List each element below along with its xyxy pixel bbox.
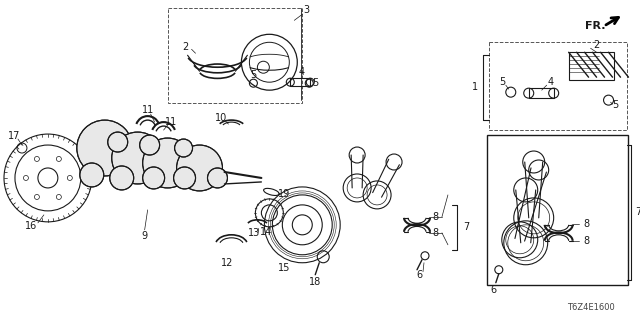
Circle shape (140, 135, 159, 155)
Text: 5: 5 (312, 78, 318, 88)
Circle shape (80, 163, 104, 187)
Bar (529, 88, 554, 98)
Text: 8: 8 (584, 219, 589, 229)
Text: 8: 8 (432, 228, 438, 238)
Circle shape (177, 145, 223, 191)
Circle shape (143, 138, 193, 188)
Text: 4: 4 (548, 77, 554, 87)
Text: 7: 7 (636, 207, 640, 217)
Bar (291, 78, 310, 86)
Text: 6: 6 (491, 285, 497, 295)
Text: 19: 19 (278, 189, 291, 199)
Bar (168, 8, 302, 103)
Circle shape (108, 132, 128, 152)
Circle shape (173, 167, 196, 189)
Text: T6Z4E1600: T6Z4E1600 (566, 303, 614, 312)
Text: 10: 10 (215, 113, 228, 123)
Text: 1: 1 (472, 82, 478, 92)
Bar (569, 52, 614, 80)
Text: 17: 17 (8, 131, 20, 141)
Text: 6: 6 (416, 270, 422, 280)
Bar (487, 135, 628, 285)
Text: 8: 8 (584, 236, 589, 246)
Circle shape (207, 168, 227, 188)
Text: 15: 15 (278, 263, 291, 273)
Text: 5: 5 (250, 70, 257, 80)
Text: 5: 5 (500, 77, 506, 87)
Text: 2: 2 (593, 40, 600, 50)
Text: 16: 16 (25, 221, 37, 231)
Text: 5: 5 (612, 100, 619, 110)
Circle shape (109, 166, 134, 190)
Circle shape (175, 139, 193, 157)
Text: 8: 8 (432, 212, 438, 222)
Circle shape (143, 167, 164, 189)
Text: 11: 11 (164, 117, 177, 127)
Text: 18: 18 (309, 277, 321, 287)
Text: 9: 9 (141, 231, 148, 241)
Bar (489, 42, 627, 130)
Circle shape (77, 120, 132, 176)
Text: 7: 7 (463, 222, 469, 232)
Text: 14: 14 (260, 227, 273, 237)
Text: 11: 11 (141, 105, 154, 115)
Circle shape (112, 132, 164, 184)
Text: 2: 2 (182, 42, 189, 52)
Text: 12: 12 (221, 258, 234, 268)
Text: 4: 4 (298, 67, 305, 77)
Text: 3: 3 (303, 5, 309, 15)
Text: 13: 13 (248, 228, 260, 238)
Text: FR.: FR. (586, 21, 606, 31)
